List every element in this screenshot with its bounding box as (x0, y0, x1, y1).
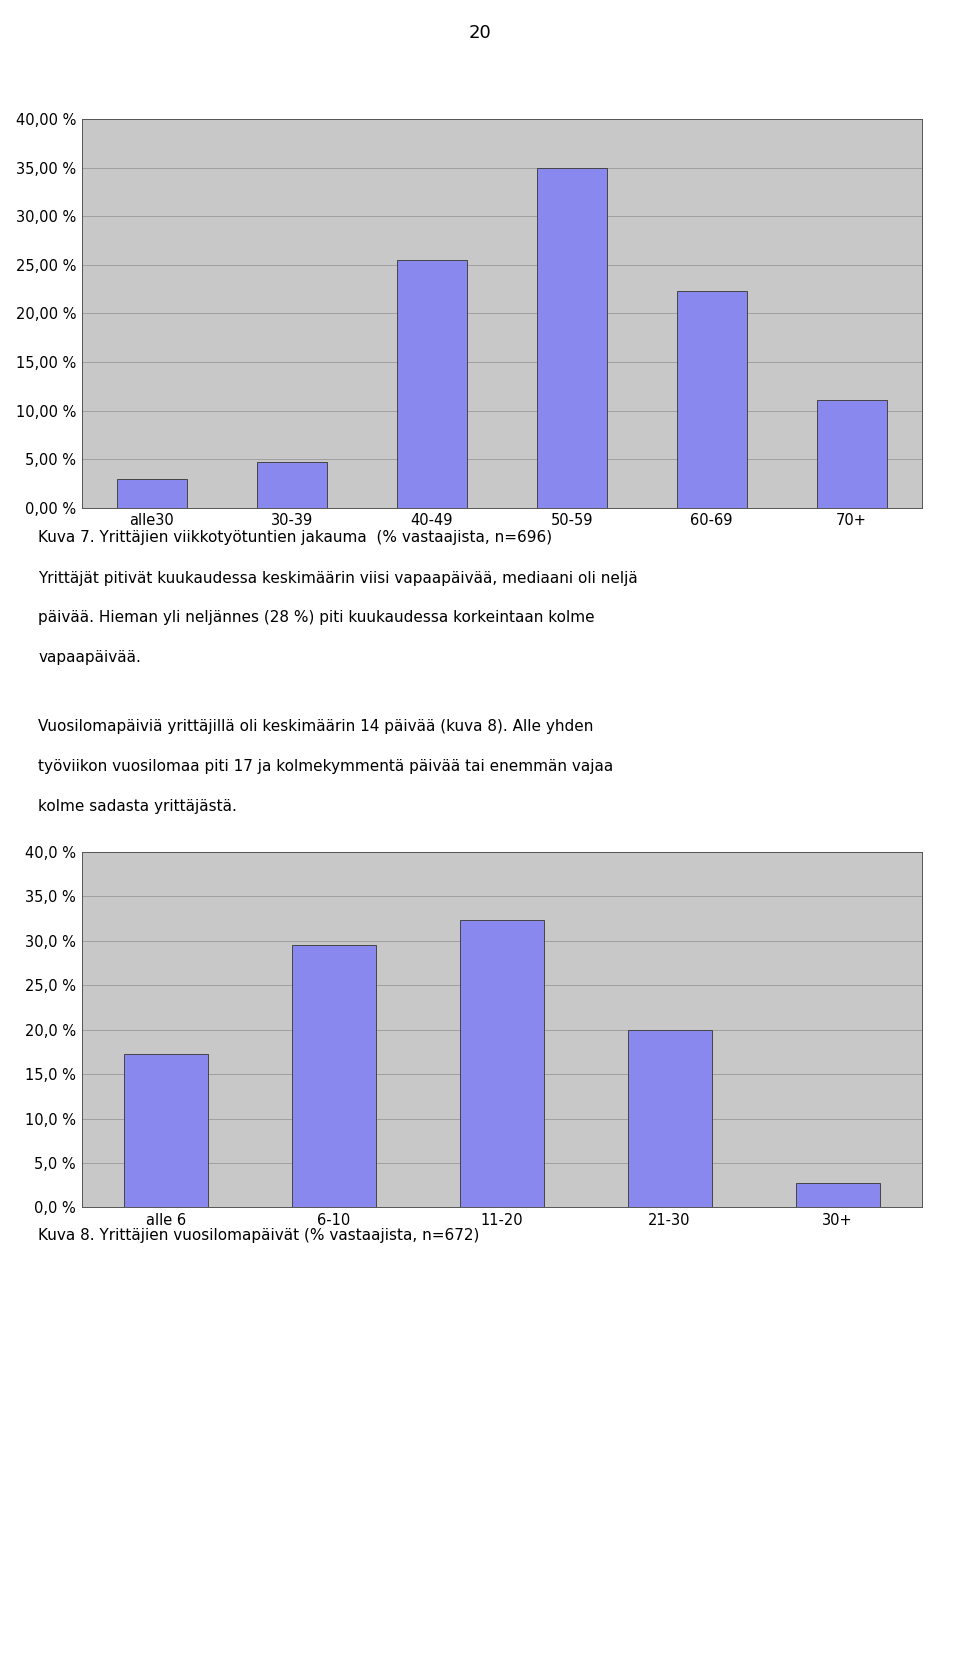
Text: 20: 20 (468, 25, 492, 41)
Text: Yrittäjät pitivät kuukaudessa keskimäärin viisi vapaapäivää, mediaani oli neljä: Yrittäjät pitivät kuukaudessa keskimääri… (38, 571, 638, 586)
Bar (817, 400, 887, 508)
Text: vapaapäivää.: vapaapäivää. (38, 650, 141, 665)
Bar (292, 944, 375, 1207)
Bar (537, 167, 607, 508)
Text: Vuosilomapäiviä yrittäjillä oli keskimäärin 14 päivää (kuva 8). Alle yhden: Vuosilomapäiviä yrittäjillä oli keskimää… (38, 719, 594, 734)
Bar (396, 260, 467, 508)
Bar (116, 478, 186, 508)
Text: Kuva 8. Yrittäjien vuosilomapäivät (% vastaajista, n=672): Kuva 8. Yrittäjien vuosilomapäivät (% va… (38, 1227, 480, 1244)
Bar (460, 920, 543, 1207)
Text: päivää. Hieman yli neljännes (28 %) piti kuukaudessa korkeintaan kolme: päivää. Hieman yli neljännes (28 %) piti… (38, 610, 595, 625)
Text: työviikon vuosilomaa piti 17 ja kolmekymmentä päivää tai enemmän vajaa: työviikon vuosilomaa piti 17 ja kolmekym… (38, 759, 613, 774)
Text: Kuva 7. Yrittäjien viikkotyötuntien jakauma  (% vastaajista, n=696): Kuva 7. Yrittäjien viikkotyötuntien jaka… (38, 529, 553, 546)
Bar (628, 1029, 711, 1207)
Bar (124, 1054, 207, 1207)
Bar (796, 1183, 879, 1207)
Bar (677, 291, 747, 508)
Bar (256, 461, 326, 508)
Text: kolme sadasta yrittäjästä.: kolme sadasta yrittäjästä. (38, 799, 237, 814)
